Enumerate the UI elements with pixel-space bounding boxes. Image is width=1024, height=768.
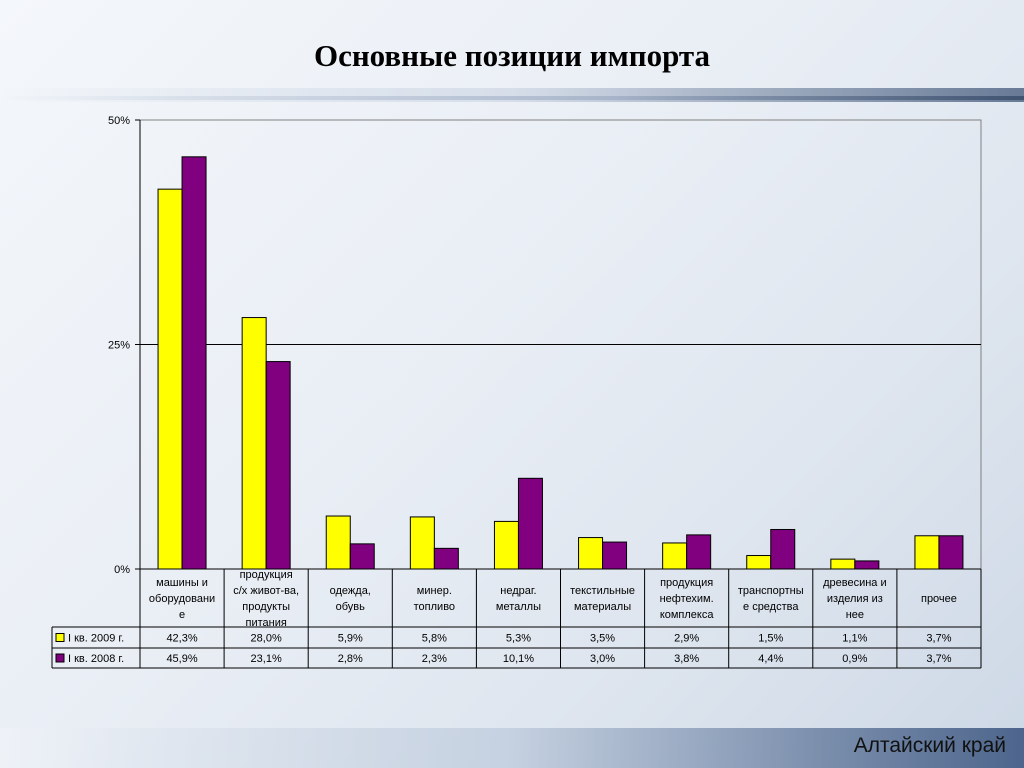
data-value-label: 5,9% xyxy=(338,633,363,645)
category-label: одежда, обувь xyxy=(330,585,371,613)
bar xyxy=(409,516,435,570)
data-value-label: 0,9% xyxy=(842,653,867,665)
header-band-line xyxy=(0,96,1024,100)
category-label: текстильные материалы xyxy=(570,585,635,613)
data-value-label: 5,3% xyxy=(506,633,531,645)
legend-swatch xyxy=(55,633,65,642)
data-value-label: 4,4% xyxy=(758,653,783,665)
bar xyxy=(602,541,628,570)
data-value-label: 2,8% xyxy=(338,653,363,665)
bar xyxy=(854,560,880,570)
data-value-label: 2,9% xyxy=(674,633,699,645)
bar xyxy=(662,542,688,570)
footer-region-label: Алтайский край xyxy=(853,734,1006,757)
bar xyxy=(746,555,772,570)
category-label: недраг. металлы xyxy=(496,585,541,613)
data-value-label: 10,1% xyxy=(503,653,534,665)
data-value-label: 2,3% xyxy=(422,653,447,665)
y-tick-label: 50% xyxy=(108,115,130,127)
data-value-label: 3,7% xyxy=(926,633,951,645)
legend-label: I кв. 2009 г. xyxy=(68,633,124,645)
bar xyxy=(686,534,712,570)
data-value-label: 42,3% xyxy=(166,633,197,645)
category-label: машины и оборудовани е xyxy=(149,577,215,621)
bar xyxy=(241,317,267,570)
data-value-label: 23,1% xyxy=(251,653,282,665)
bar xyxy=(265,361,291,570)
data-value-label: 45,9% xyxy=(166,653,197,665)
category-label: минер. топливо xyxy=(414,585,455,613)
bar xyxy=(517,477,543,570)
data-value-label: 3,0% xyxy=(590,653,615,665)
bar xyxy=(349,543,375,570)
legend-swatch xyxy=(55,653,65,663)
category-label: прочее xyxy=(921,593,957,605)
bar xyxy=(770,528,796,570)
legend-label: I кв. 2008 г. xyxy=(68,653,124,665)
bar xyxy=(157,188,183,570)
category-label: древесина и изделия из нее xyxy=(823,577,887,621)
data-value-label: 3,7% xyxy=(926,653,951,665)
data-value-label: 1,5% xyxy=(758,633,783,645)
data-value-label: 28,0% xyxy=(251,633,282,645)
bar xyxy=(914,535,940,570)
bar xyxy=(578,537,604,570)
data-value-label: 5,8% xyxy=(422,633,447,645)
bar xyxy=(325,515,351,570)
bar xyxy=(493,520,519,570)
bar xyxy=(830,558,856,570)
bar xyxy=(181,156,207,570)
footer-band xyxy=(0,728,1024,768)
y-tick-label: 0% xyxy=(114,564,130,576)
y-tick-label: 25% xyxy=(108,340,130,352)
data-value-label: 3,5% xyxy=(590,633,615,645)
category-label: транспортны е средства xyxy=(738,585,804,613)
category-label: продукция нефтехим. комплекса xyxy=(660,577,715,621)
category-label: продукция с/х живот-ва, продукты питания xyxy=(233,569,299,629)
page-title: Основные позиции импорта xyxy=(313,38,711,73)
data-value-label: 3,8% xyxy=(674,653,699,665)
data-value-label: 1,1% xyxy=(842,633,867,645)
bar xyxy=(433,547,459,570)
bar xyxy=(938,535,964,570)
